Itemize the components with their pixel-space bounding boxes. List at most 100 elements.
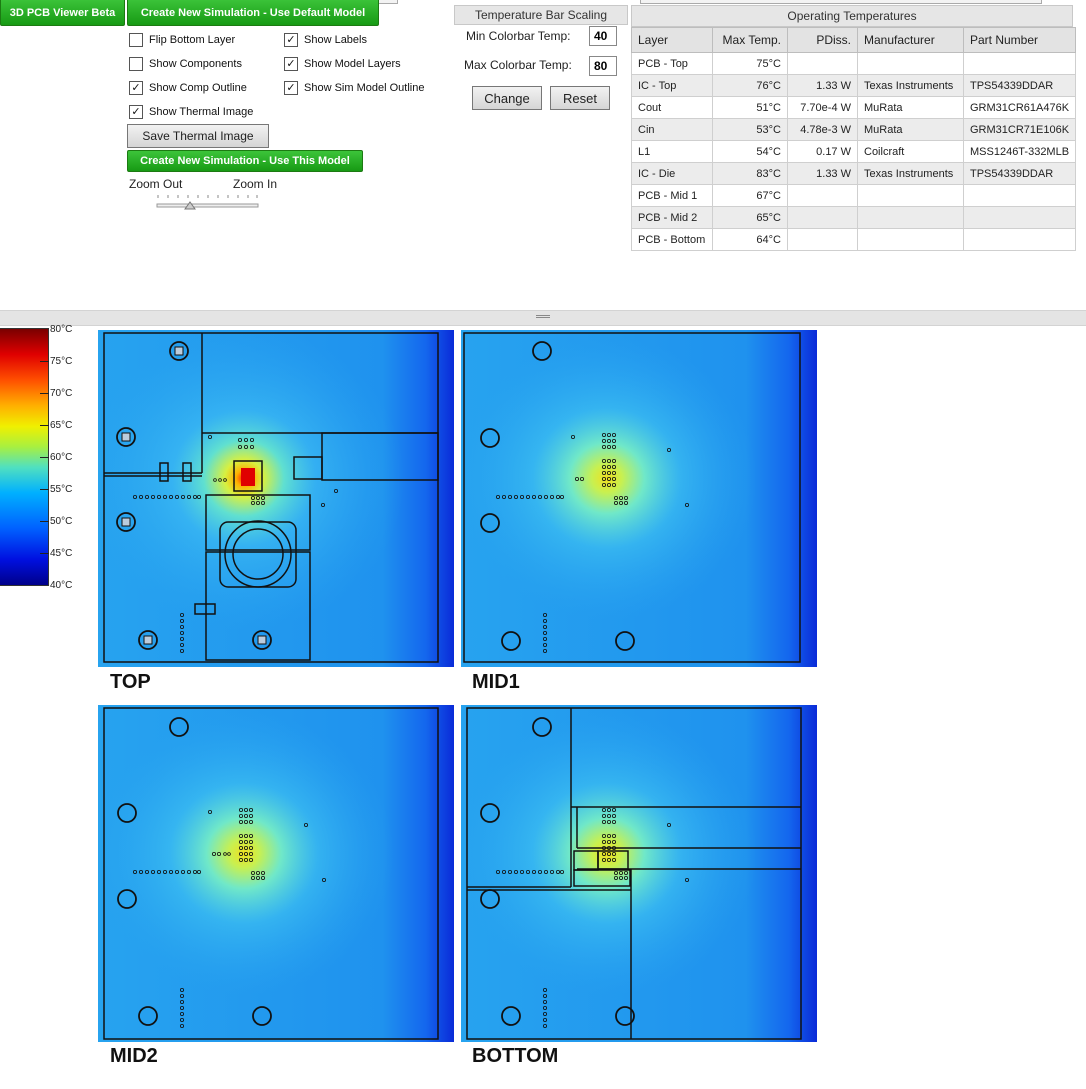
zoom-in-label: Zoom In bbox=[233, 177, 278, 191]
cell-layer: PCB - Mid 2 bbox=[631, 206, 713, 229]
cell-pdiss: 7.70e-4 W bbox=[787, 96, 858, 119]
3d-pcb-viewer-button[interactable]: 3D PCB Viewer Beta bbox=[0, 0, 125, 26]
col-header-pdiss[interactable]: PDiss. bbox=[787, 27, 858, 53]
col-header-layer[interactable]: Layer bbox=[631, 27, 713, 53]
table-row: IC - Die 83°C 1.33 W Texas Instruments TPS54… bbox=[631, 162, 1077, 185]
cell-max-temp: 53°C bbox=[712, 118, 788, 141]
checkbox-label: Show Sim Model Outline bbox=[304, 82, 425, 94]
layer-label-bottom: BOTTOM bbox=[472, 1045, 559, 1067]
save-thermal-image-button[interactable]: Save Thermal Image bbox=[127, 124, 269, 148]
cell-part-number: TPS54339DDAR bbox=[962, 162, 1077, 185]
show-thermal-image-checkbox[interactable]: ✓ Show Thermal Image bbox=[129, 104, 253, 120]
thermal-panel-bottom[interactable] bbox=[461, 705, 817, 1042]
cell-pdiss bbox=[787, 52, 858, 75]
flip-bottom-layer-checkbox[interactable]: Flip Bottom Layer bbox=[129, 32, 235, 48]
zoom-out-label: Zoom Out bbox=[129, 177, 183, 191]
cell-max-temp: 67°C bbox=[712, 184, 788, 207]
table-header-row: Layer Max Temp. PDiss. Manufacturer Part… bbox=[631, 27, 1077, 53]
table-row: Cin 53°C 4.78e-3 W MuRata GRM31CR71E106K bbox=[631, 118, 1077, 141]
cell-manufacturer bbox=[857, 52, 964, 75]
zoom-slider-handle[interactable] bbox=[184, 201, 196, 210]
cell-max-temp: 76°C bbox=[712, 74, 788, 97]
change-button[interactable]: Change bbox=[472, 86, 542, 110]
reset-button[interactable]: Reset bbox=[550, 86, 610, 110]
min-colorbar-label: Min Colorbar Temp: bbox=[466, 29, 571, 43]
cell-pdiss: 1.33 W bbox=[787, 74, 858, 97]
colorbar-tick bbox=[40, 425, 49, 426]
cell-max-temp: 54°C bbox=[712, 140, 788, 163]
cell-max-temp: 64°C bbox=[712, 228, 788, 251]
col-header-part-number[interactable]: Part Number bbox=[962, 27, 1077, 53]
colorbar-label: 80°C bbox=[50, 324, 73, 335]
zoom-slider[interactable] bbox=[155, 192, 261, 212]
top-input-strip-right bbox=[640, 0, 1042, 4]
table-row: PCB - Mid 1 67°C bbox=[631, 184, 1077, 207]
cell-manufacturer: Coilcraft bbox=[857, 140, 964, 163]
col-header-max-temp[interactable]: Max Temp. bbox=[712, 27, 788, 53]
colorbar-tick bbox=[40, 361, 49, 362]
checkbox-box[interactable]: ✓ bbox=[129, 81, 143, 95]
show-labels-checkbox[interactable]: ✓ Show Labels bbox=[284, 32, 367, 48]
checkbox-box[interactable]: ✓ bbox=[284, 81, 298, 95]
colorbar-label: 75°C bbox=[50, 356, 73, 367]
cell-layer: IC - Die bbox=[631, 162, 713, 185]
checkbox-box[interactable] bbox=[129, 57, 143, 71]
cell-max-temp: 51°C bbox=[712, 96, 788, 119]
checkbox-box[interactable]: ✓ bbox=[129, 105, 143, 119]
cell-manufacturer bbox=[857, 184, 964, 207]
colorbar-tick bbox=[40, 489, 49, 490]
colorbar-label: 50°C bbox=[50, 516, 73, 527]
colorbar-label: 55°C bbox=[50, 484, 73, 495]
table-row: IC - Top 76°C 1.33 W Texas Instruments TPS54… bbox=[631, 74, 1077, 97]
checkbox-label: Show Comp Outline bbox=[149, 82, 247, 94]
colorbar-tick bbox=[40, 457, 49, 458]
min-colorbar-input[interactable] bbox=[589, 26, 617, 46]
checkbox-box[interactable]: ✓ bbox=[284, 57, 298, 71]
cell-layer: L1 bbox=[631, 140, 713, 163]
checkbox-box[interactable] bbox=[129, 33, 143, 47]
colorbar-label: 40°C bbox=[50, 580, 73, 591]
max-colorbar-label: Max Colorbar Temp: bbox=[464, 58, 572, 72]
show-sim-model-outline-checkbox[interactable]: ✓ Show Sim Model Outline bbox=[284, 80, 424, 96]
cell-pdiss bbox=[787, 228, 858, 251]
cell-manufacturer bbox=[857, 206, 964, 229]
cell-part-number: TPS54339DDAR bbox=[962, 74, 1077, 97]
splitter-grip-icon[interactable] bbox=[536, 315, 550, 318]
layer-label-mid2: MID2 bbox=[110, 1045, 158, 1067]
cell-manufacturer: MuRata bbox=[857, 96, 964, 119]
cell-pdiss bbox=[787, 184, 858, 207]
cell-manufacturer: Texas Instruments bbox=[857, 74, 964, 97]
cell-part-number: GRM31CR61A476K bbox=[962, 96, 1077, 119]
table-row: Cout 51°C 7.70e-4 W MuRata GRM31CR61A476K bbox=[631, 96, 1077, 119]
temperature-scaling-title: Temperature Bar Scaling bbox=[454, 5, 628, 25]
colorbar-label: 60°C bbox=[50, 452, 73, 463]
checkbox-box[interactable]: ✓ bbox=[284, 33, 298, 47]
cell-part-number bbox=[962, 228, 1077, 251]
layer-label-top: TOP bbox=[110, 671, 151, 693]
cell-layer: PCB - Top bbox=[631, 52, 713, 75]
table-row: PCB - Top 75°C bbox=[631, 52, 1077, 75]
thermal-panel-mid1[interactable] bbox=[461, 330, 817, 667]
show-comp-outline-checkbox[interactable]: ✓ Show Comp Outline bbox=[129, 80, 247, 96]
col-header-manufacturer[interactable]: Manufacturer bbox=[857, 27, 964, 53]
show-components-checkbox[interactable]: Show Components bbox=[129, 56, 242, 72]
cell-max-temp: 75°C bbox=[712, 52, 788, 75]
cell-layer: Cout bbox=[631, 96, 713, 119]
table-row: PCB - Bottom 64°C bbox=[631, 228, 1077, 251]
cell-pdiss: 1.33 W bbox=[787, 162, 858, 185]
new-simulation-this-model-button[interactable]: Create New Simulation - Use This Model bbox=[127, 150, 363, 172]
thermal-panel-mid2[interactable] bbox=[98, 705, 454, 1042]
cell-part-number bbox=[962, 184, 1077, 207]
operating-temperatures-title: Operating Temperatures bbox=[631, 5, 1073, 27]
colorbar-label: 70°C bbox=[50, 388, 73, 399]
cell-part-number: GRM31CR71E106K bbox=[962, 118, 1077, 141]
show-model-layers-checkbox[interactable]: ✓ Show Model Layers bbox=[284, 56, 401, 72]
thermal-panel-top[interactable] bbox=[98, 330, 454, 667]
cell-pdiss: 0.17 W bbox=[787, 140, 858, 163]
cell-layer: PCB - Mid 1 bbox=[631, 184, 713, 207]
new-simulation-default-button[interactable]: Create New Simulation - Use Default Mode… bbox=[127, 0, 379, 26]
cell-part-number: MSS1246T-332MLB bbox=[962, 140, 1077, 163]
cell-pdiss: 4.78e-3 W bbox=[787, 118, 858, 141]
max-colorbar-input[interactable] bbox=[589, 56, 617, 76]
pane-splitter[interactable] bbox=[0, 310, 1086, 326]
